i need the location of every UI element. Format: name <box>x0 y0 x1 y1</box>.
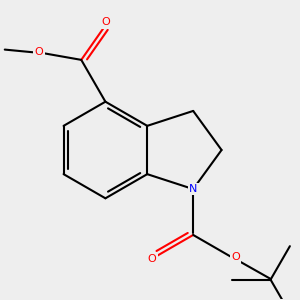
Text: O: O <box>147 254 156 264</box>
Text: O: O <box>34 47 43 57</box>
Text: O: O <box>231 252 240 262</box>
Text: N: N <box>189 184 197 194</box>
Text: O: O <box>102 17 111 27</box>
